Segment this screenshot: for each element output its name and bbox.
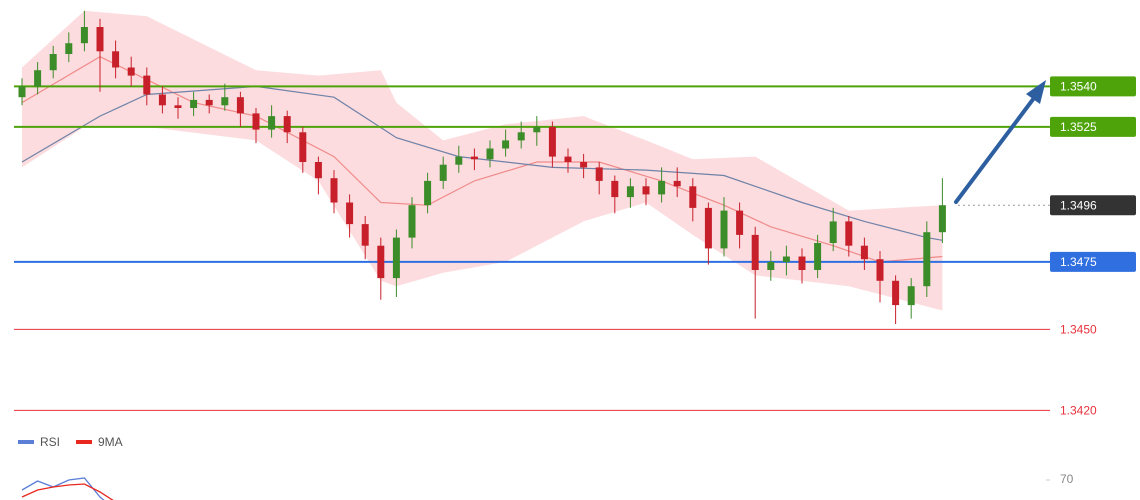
candle-body <box>283 116 291 133</box>
candle-body <box>205 99 213 106</box>
candle-body <box>782 256 790 262</box>
level-box <box>1050 116 1136 137</box>
candle-body <box>455 156 463 165</box>
level-box <box>1050 76 1136 97</box>
candle-body <box>221 97 229 106</box>
candle-body <box>923 232 931 287</box>
candle-body <box>439 164 447 181</box>
legend-swatch <box>18 440 34 444</box>
candle-body <box>892 280 900 306</box>
candle-body <box>829 221 837 243</box>
candle-body <box>876 259 884 281</box>
candle-body <box>689 186 697 208</box>
candle-body <box>361 224 369 246</box>
legend-label: RSI <box>40 435 60 449</box>
candle-body <box>626 186 634 198</box>
candle-body <box>377 245 385 279</box>
candle-body <box>517 132 525 141</box>
indicator-line <box>21 483 114 500</box>
candle-body <box>127 67 135 76</box>
candle-body <box>798 256 806 270</box>
level-label: 1.3540 <box>1060 80 1097 94</box>
candle-body <box>595 167 603 181</box>
level-box <box>1050 251 1136 272</box>
candle-body <box>424 180 432 206</box>
level-label: 1.3450 <box>1060 323 1097 337</box>
candle-body <box>860 245 868 260</box>
candle-body <box>392 237 400 279</box>
candle-body <box>938 205 946 233</box>
candle-body <box>658 180 666 195</box>
candle-body <box>751 234 759 270</box>
candle-body <box>174 105 182 108</box>
candle-body <box>736 210 744 235</box>
candle-body <box>907 286 915 306</box>
candle-body <box>158 94 166 106</box>
candle-body <box>611 180 619 198</box>
candle-body <box>486 148 494 160</box>
candle-body <box>502 140 510 149</box>
candle-body <box>814 243 822 270</box>
legend-label: 9MA <box>98 435 123 449</box>
legend-swatch <box>76 440 92 444</box>
candle-body <box>96 27 104 52</box>
candle-body <box>330 178 338 203</box>
candle-body <box>548 126 556 157</box>
candle-body <box>720 210 728 249</box>
candle-body <box>346 202 354 225</box>
level-label: 1.3475 <box>1060 255 1097 269</box>
level-label: 1.3525 <box>1060 120 1097 134</box>
candle-body <box>34 70 42 87</box>
candle-body <box>299 132 307 162</box>
candle-body <box>49 54 57 71</box>
candle-body <box>408 205 416 238</box>
level-box <box>1050 195 1136 216</box>
candle-body <box>845 221 853 246</box>
candle-body <box>564 156 572 162</box>
candle-body <box>767 261 775 270</box>
candle-body <box>580 162 588 168</box>
candle-body <box>642 186 650 195</box>
level-label: 1.3420 <box>1060 404 1097 418</box>
indicator-line <box>21 477 105 500</box>
candle-body <box>190 99 198 108</box>
candle-body <box>65 43 73 54</box>
level-label: 1.3496 <box>1060 198 1097 212</box>
candle-body <box>236 97 244 114</box>
candle-body <box>533 126 541 133</box>
candle-body <box>673 180 681 187</box>
moving-average <box>21 85 943 241</box>
candle-body <box>314 162 322 179</box>
y-tick-label: 70 <box>1060 472 1074 486</box>
candle-body <box>18 86 26 98</box>
candle-body <box>470 156 478 160</box>
candle-body <box>268 116 276 130</box>
candle-body <box>143 75 151 95</box>
candle-body <box>112 51 120 68</box>
candle-body <box>704 207 712 249</box>
target-arrow <box>954 80 1046 204</box>
candle-body <box>80 27 88 44</box>
candle-body <box>252 113 260 130</box>
